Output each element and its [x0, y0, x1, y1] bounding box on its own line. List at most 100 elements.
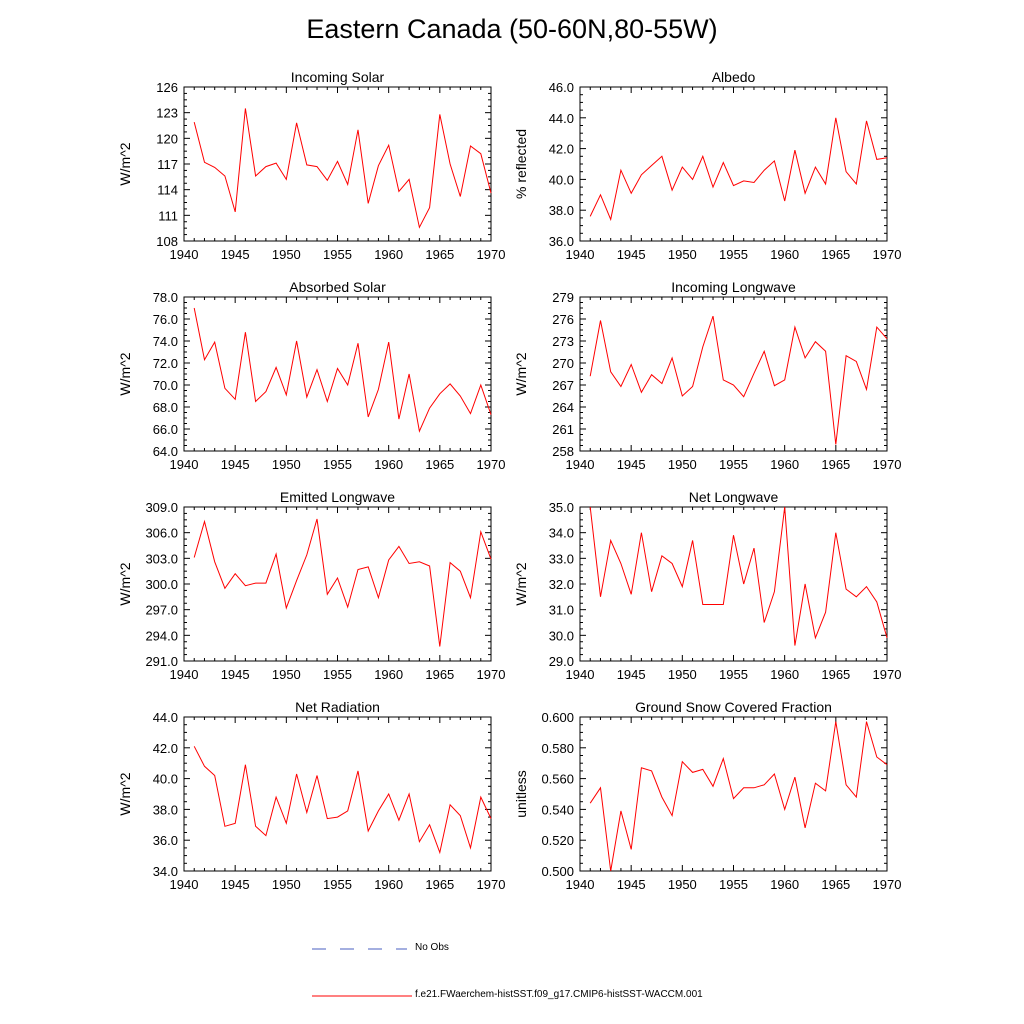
chart-panel: Incoming Longwave W/m^2 1940 1945 1950 1955 19… [513, 279, 901, 472]
y-tick-label: 303.0 [145, 551, 178, 566]
series-line [193, 108, 492, 229]
y-tick-label: 120 [156, 131, 178, 146]
y-tick-label: 72.0 [153, 356, 178, 371]
y-tick-label: 0.600 [541, 710, 574, 725]
plot-frame [183, 86, 492, 242]
x-tick-label: 1970 [873, 457, 902, 472]
chart-panel: Absorbed Solar W/m^2 1940 1945 1950 1955 1960 1… [117, 279, 505, 472]
x-tick-label: 1950 [272, 877, 301, 892]
y-tick-label: 267 [552, 378, 574, 393]
x-tick-label: 1955 [719, 247, 748, 262]
y-tick-label: 0.580 [541, 741, 574, 756]
x-tick-label: 1940 [566, 247, 595, 262]
series-line [589, 721, 888, 872]
legend-obs-line [312, 948, 407, 950]
plot-frame [579, 86, 888, 242]
y-tick-label: 111 [158, 208, 178, 223]
chart-panel: Net Longwave W/m^2 1940 1945 1950 1955 1960 196… [513, 489, 901, 682]
y-axis-label: W/m^2 [513, 352, 529, 395]
y-tick-label: 29.0 [549, 654, 574, 669]
x-tick-label: 1960 [374, 877, 403, 892]
y-tick-label: 306.0 [145, 526, 178, 541]
x-tick-label: 1945 [221, 247, 250, 262]
x-tick-label: 1950 [668, 457, 697, 472]
y-tick-label: 30.0 [549, 628, 574, 643]
x-tick-label: 1965 [821, 667, 850, 682]
y-tick-label: 0.540 [541, 802, 574, 817]
y-axis-label: unitless [513, 770, 529, 817]
y-tick-label: 291.0 [145, 654, 178, 669]
y-tick-label: 42.0 [549, 142, 574, 157]
x-tick-label: 1945 [617, 457, 646, 472]
x-tick-label: 1945 [617, 247, 646, 262]
x-tick-label: 1945 [221, 877, 250, 892]
plot-frame [579, 296, 888, 452]
y-tick-label: 117 [157, 157, 178, 172]
x-tick-label: 1970 [477, 877, 506, 892]
y-tick-label: 0.520 [541, 833, 574, 848]
figure-title: Eastern Canada (50-60N,80-55W) [306, 14, 718, 44]
y-tick-label: 66.0 [153, 422, 178, 437]
x-tick-label: 1950 [668, 247, 697, 262]
series-line [193, 746, 492, 855]
legend-obs-label: No Obs [415, 942, 449, 953]
x-tick-label: 1970 [477, 457, 506, 472]
y-axis-label: W/m^2 [117, 142, 133, 185]
x-tick-label: 1940 [566, 457, 595, 472]
y-axis-label: W/m^2 [117, 772, 133, 815]
y-tick-label: 0.500 [541, 864, 574, 879]
chart-panel: Albedo % reflected 1940 1945 1950 1955 1960 196… [513, 69, 901, 262]
x-tick-label: 1965 [425, 667, 454, 682]
y-tick-label: 74.0 [153, 334, 178, 349]
panel-title: Ground Snow Covered Fraction [635, 699, 832, 715]
y-tick-label: 258 [552, 444, 574, 459]
y-axis-label: W/m^2 [117, 562, 133, 605]
y-tick-label: 108 [156, 234, 178, 249]
y-tick-label: 123 [156, 106, 178, 121]
x-tick-label: 1955 [323, 667, 352, 682]
plot-frame [579, 506, 888, 662]
x-tick-label: 1950 [272, 247, 301, 262]
x-tick-label: 1940 [170, 877, 199, 892]
x-tick-label: 1945 [221, 667, 250, 682]
series-line [193, 518, 492, 647]
x-tick-label: 1950 [272, 667, 301, 682]
y-tick-label: 76.0 [153, 312, 178, 327]
series-line [589, 315, 888, 445]
y-tick-label: 32.0 [549, 577, 574, 592]
y-tick-label: 44.0 [549, 111, 574, 126]
y-tick-label: 78.0 [153, 290, 178, 305]
x-tick-label: 1940 [170, 457, 199, 472]
y-tick-label: 297.0 [145, 603, 178, 618]
x-tick-label: 1955 [323, 457, 352, 472]
x-tick-label: 1940 [566, 877, 595, 892]
x-tick-label: 1950 [272, 457, 301, 472]
y-tick-label: 264 [552, 400, 574, 415]
x-tick-label: 1945 [221, 457, 250, 472]
series-line [193, 307, 492, 433]
panel-title: Incoming Longwave [671, 279, 796, 295]
x-tick-label: 1955 [719, 457, 748, 472]
chart-panel: Emitted Longwave W/m^2 1940 1945 1950 1955 196… [117, 489, 505, 682]
plot-frame [579, 716, 888, 872]
panel-title: Incoming Solar [291, 69, 385, 85]
legend-obs: No Obs [312, 942, 912, 956]
x-tick-label: 1960 [374, 667, 403, 682]
y-axis-label: % reflected [513, 129, 529, 199]
y-tick-label: 300.0 [145, 577, 178, 592]
y-tick-label: 42.0 [153, 741, 178, 756]
y-tick-label: 31.0 [549, 603, 574, 618]
y-axis-label: W/m^2 [117, 352, 133, 395]
legend-model-label: f.e21.FWaerchem-histSST.f09_g17.CMIP6-hi… [415, 989, 703, 1000]
y-tick-label: 34.0 [153, 864, 178, 879]
plot-frame [183, 506, 492, 662]
legend-model-line [312, 995, 412, 997]
y-tick-label: 36.0 [153, 833, 178, 848]
x-tick-label: 1965 [821, 247, 850, 262]
y-tick-label: 114 [157, 183, 178, 198]
x-tick-label: 1960 [770, 457, 799, 472]
y-tick-label: 68.0 [153, 400, 178, 415]
series-line [589, 506, 888, 646]
y-tick-label: 70.0 [153, 378, 178, 393]
